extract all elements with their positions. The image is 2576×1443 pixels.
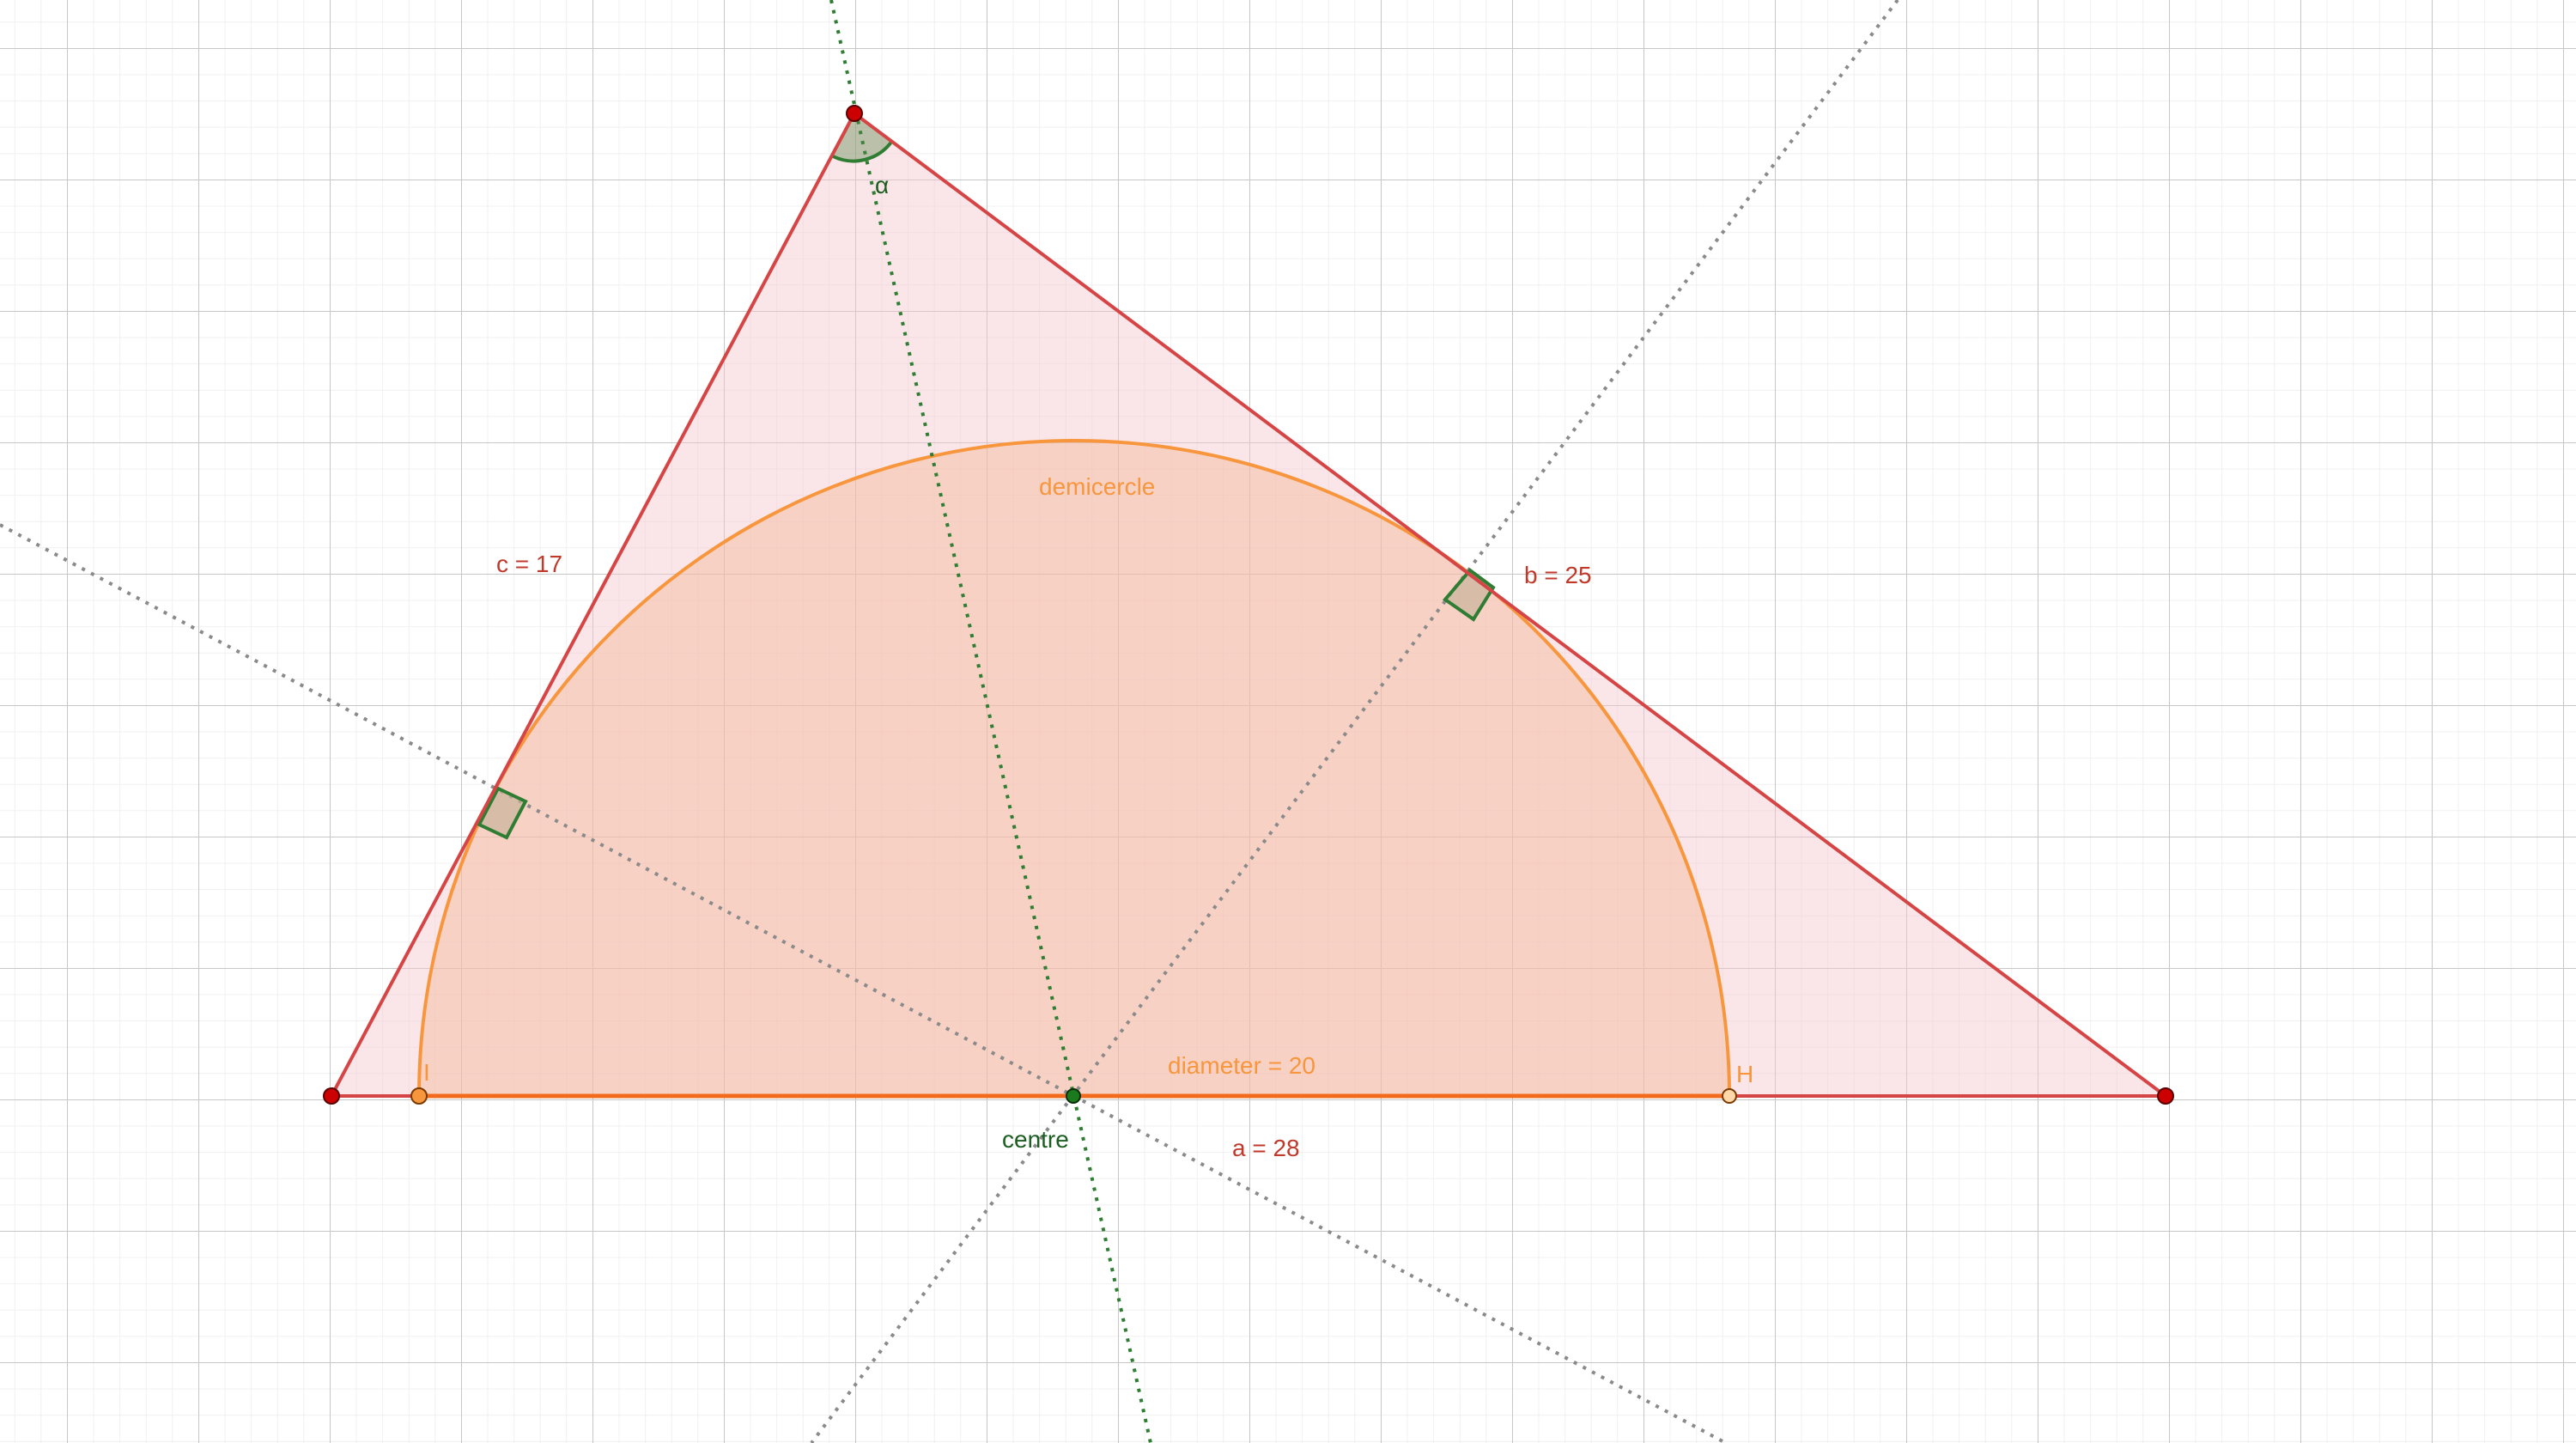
side-b[interactable]	[853, 112, 2167, 1098]
vertex-left[interactable]	[323, 1087, 340, 1105]
point-i[interactable]	[410, 1087, 428, 1105]
perpendicular-line-to-b[interactable]	[810, 0, 1899, 1443]
point-centre[interactable]	[1066, 1088, 1081, 1104]
label-angle-alpha: α	[875, 172, 889, 198]
point-h[interactable]	[1722, 1088, 1737, 1104]
label-side-b: b = 25	[1524, 562, 1592, 588]
angle-alpha-arc	[832, 139, 894, 163]
label-diameter: diameter = 20	[1168, 1052, 1315, 1079]
triangle-fill	[331, 113, 2166, 1096]
label-side-a: a = 28	[1232, 1135, 1300, 1161]
vertex-top[interactable]	[846, 105, 863, 122]
label-demicircle: demicercle	[1039, 473, 1155, 500]
semicircle-fill	[419, 441, 1729, 1096]
side-c[interactable]	[330, 113, 856, 1097]
angle-alpha-marker	[833, 113, 892, 161]
label-side-c: c = 17	[496, 551, 562, 577]
right-angle-marker-c	[477, 786, 528, 840]
vertex-right[interactable]	[2157, 1087, 2174, 1105]
label-centre: centre	[1002, 1126, 1069, 1153]
label-point-h: H	[1736, 1061, 1753, 1087]
perpendicular-line-to-c[interactable]	[0, 523, 1727, 1443]
label-point-i: I	[423, 1059, 430, 1086]
